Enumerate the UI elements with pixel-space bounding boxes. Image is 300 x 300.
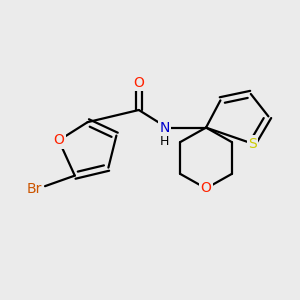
Text: S: S <box>248 136 257 151</box>
Text: N: N <box>159 121 170 135</box>
Text: O: O <box>53 134 64 147</box>
Text: O: O <box>201 182 212 195</box>
Text: Br: Br <box>27 182 43 197</box>
Text: H: H <box>160 136 169 148</box>
Text: O: O <box>134 76 144 90</box>
